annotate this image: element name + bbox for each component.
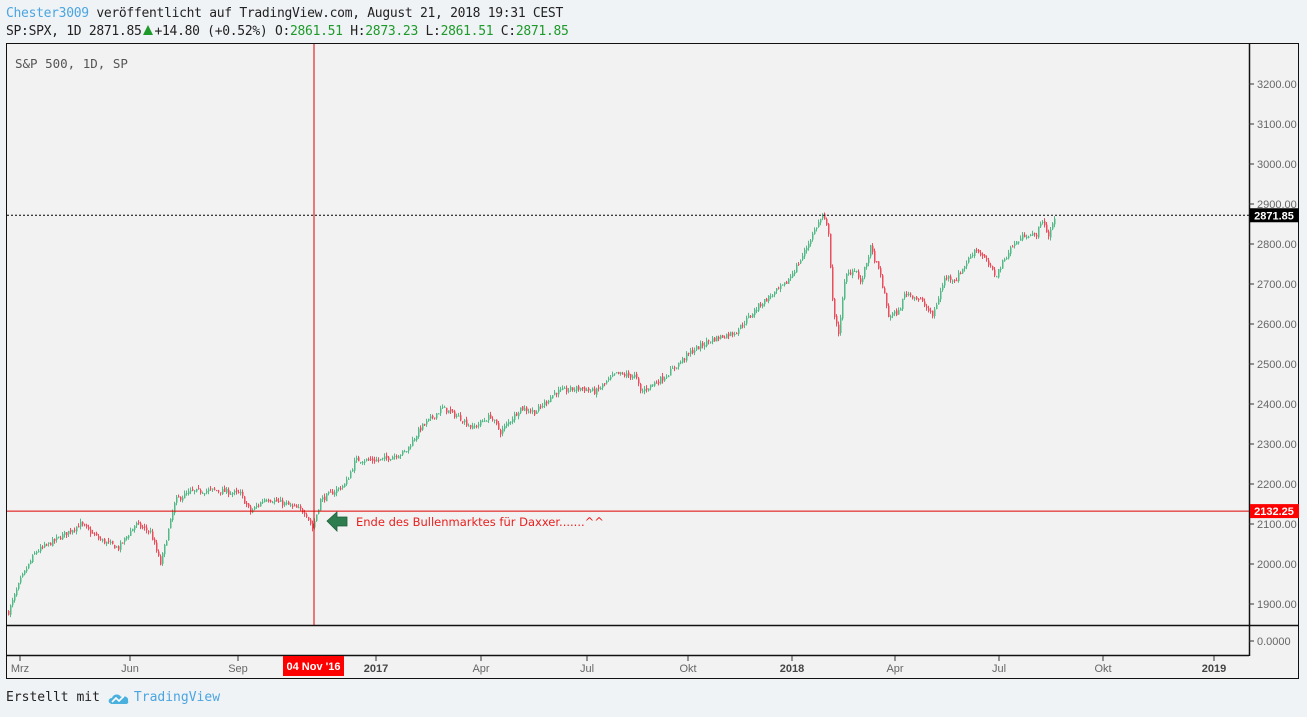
price-tick-label: 2800.00 xyxy=(1257,239,1297,251)
price-tick-label: 2900.00 xyxy=(1257,199,1297,211)
chart-frame[interactable] xyxy=(6,43,1299,679)
annotation-text[interactable]: Ende des Bullenmarktes für Daxxer.......… xyxy=(356,515,604,529)
last-price-label: 2871.85 xyxy=(1254,210,1294,222)
candlestick-series xyxy=(8,212,1056,618)
publish-info: Chester3009 veröffentlicht auf TradingVi… xyxy=(6,6,563,21)
price-tick-label: 1900.00 xyxy=(1257,599,1297,611)
open-value: 2861.51 xyxy=(290,24,343,39)
time-tick-label: Mrz xyxy=(11,663,29,675)
time-tick-label: Jul xyxy=(992,663,1006,675)
tradingview-link[interactable]: TradingView xyxy=(133,690,221,705)
price-change: +14.80 (+0.52%) xyxy=(154,24,268,39)
price-tick-label: 2300.00 xyxy=(1257,439,1297,451)
sub-pane-value: 0.0000 xyxy=(1257,636,1291,648)
price-tick-label: 3100.00 xyxy=(1257,119,1297,131)
close-value: 2871.85 xyxy=(515,24,569,39)
price-tick-label: 2200.00 xyxy=(1257,479,1297,491)
time-tick-label: Jun xyxy=(121,663,139,675)
price-tick-label: 3000.00 xyxy=(1257,159,1297,171)
price-tick-label: 3200.00 xyxy=(1257,79,1297,91)
time-tick-label: 2017 xyxy=(364,663,388,675)
created-with-label: Erstellt mit xyxy=(6,690,100,705)
publish-text: veröffentlicht auf TradingView.com, Augu… xyxy=(88,6,563,21)
tradingview-logo-icon xyxy=(108,693,129,704)
time-tick-label: Okt xyxy=(679,663,696,675)
price-axis[interactable]: 3200.00 3100.00 3000.00 2900.00 2800.00 2700.… xyxy=(1249,79,1297,648)
high-value: 2873.23 xyxy=(365,24,418,39)
last-price: 2871.85 xyxy=(88,24,142,39)
time-tick-label: Apr xyxy=(886,663,903,675)
time-tick-label: 2018 xyxy=(780,663,804,675)
chart-legend-title: S&P 500, 1D, SP xyxy=(15,56,128,71)
time-tick-label: 2019 xyxy=(1202,663,1226,675)
up-arrow-icon xyxy=(142,25,153,35)
time-tick-label: Apr xyxy=(472,663,489,675)
crosshair-date-label: 04 Nov '16 xyxy=(287,661,341,673)
price-tick-label: 2400.00 xyxy=(1257,399,1297,411)
time-tick-label: Sep xyxy=(228,663,248,675)
footer: Erstellt mit TradingView xyxy=(6,690,220,705)
author-link[interactable]: Chester3009 xyxy=(6,6,89,21)
drawings: 2871.85 2132.25 04 Nov '16 xyxy=(7,44,1299,676)
price-tick-label: 2700.00 xyxy=(1257,279,1297,291)
horizontal-line-label: 2132.25 xyxy=(1254,506,1294,518)
price-tick-label: 2100.00 xyxy=(1257,519,1297,531)
time-tick-label: Okt xyxy=(1094,663,1111,675)
time-tick-label: Jul xyxy=(580,663,594,675)
price-tick-label: 2600.00 xyxy=(1257,319,1297,331)
price-tick-label: 2000.00 xyxy=(1257,559,1297,571)
time-axis[interactable]: Mrz Jun Sep 2017 Apr Jul Okt 2018 Apr Jul Okt 2019 xyxy=(11,656,1226,675)
arrow-left-icon[interactable] xyxy=(326,511,348,532)
low-value: 2861.51 xyxy=(440,24,494,39)
symbol-interval: SP:SPX, 1D xyxy=(6,24,82,39)
symbol-info: SP:SPX, 1D 2871.85 +14.80 (+0.52%) O:2861… xyxy=(6,24,569,39)
price-tick-label: 2500.00 xyxy=(1257,359,1297,371)
